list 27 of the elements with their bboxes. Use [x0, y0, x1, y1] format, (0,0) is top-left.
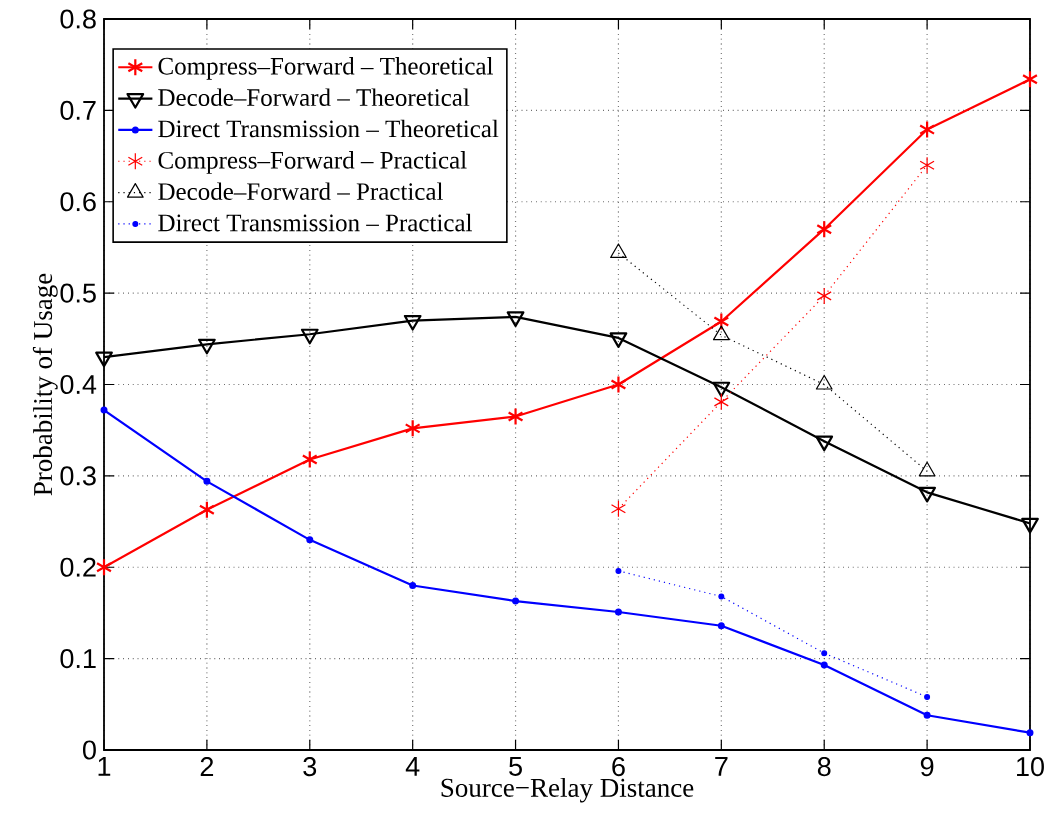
y-tick-label: 0.8: [60, 9, 96, 29]
y-tick-label: 0.6: [60, 192, 96, 212]
y-tick-label: 0.4: [60, 374, 97, 395]
x-tick-label: 10: [1017, 757, 1044, 777]
y-tick-label: 0.2: [60, 557, 96, 577]
y-tick-label: 0.3: [60, 466, 96, 486]
x-tick-label: 8: [817, 757, 831, 777]
y-tick-label: 0: [82, 740, 96, 760]
x-axis-title: Source−Relay Distance: [441, 777, 694, 803]
legend-label: Compress–Forward – Theoretical: [158, 57, 493, 80]
x-tick-label: 4: [405, 757, 420, 776]
legend-label: Decode–Forward – Theoretical: [158, 88, 470, 106]
y-tick-label: 0.5: [60, 283, 96, 303]
x-tick-label: 2: [200, 757, 214, 776]
legend-label: Compress–Forward – Practical: [158, 151, 467, 174]
x-tick-label: 9: [920, 757, 934, 777]
x-tick-label: 3: [303, 757, 317, 777]
legend-label: Direct Transmission – Practical: [158, 213, 472, 232]
legend-label: Decode–Forward – Practical: [158, 182, 443, 201]
y-tick-label: 0.7: [60, 100, 96, 120]
y-tick-label: 0.1: [60, 649, 96, 669]
x-tick-label: 5: [509, 757, 522, 776]
x-tick-label: 1: [98, 757, 111, 776]
y-axis-title: Probability of Usage: [32, 273, 58, 496]
x-tick-label: 7: [715, 757, 728, 776]
x-tick-label: 6: [612, 757, 625, 777]
legend-label: Direct Transmission – Theoretical: [158, 119, 499, 138]
